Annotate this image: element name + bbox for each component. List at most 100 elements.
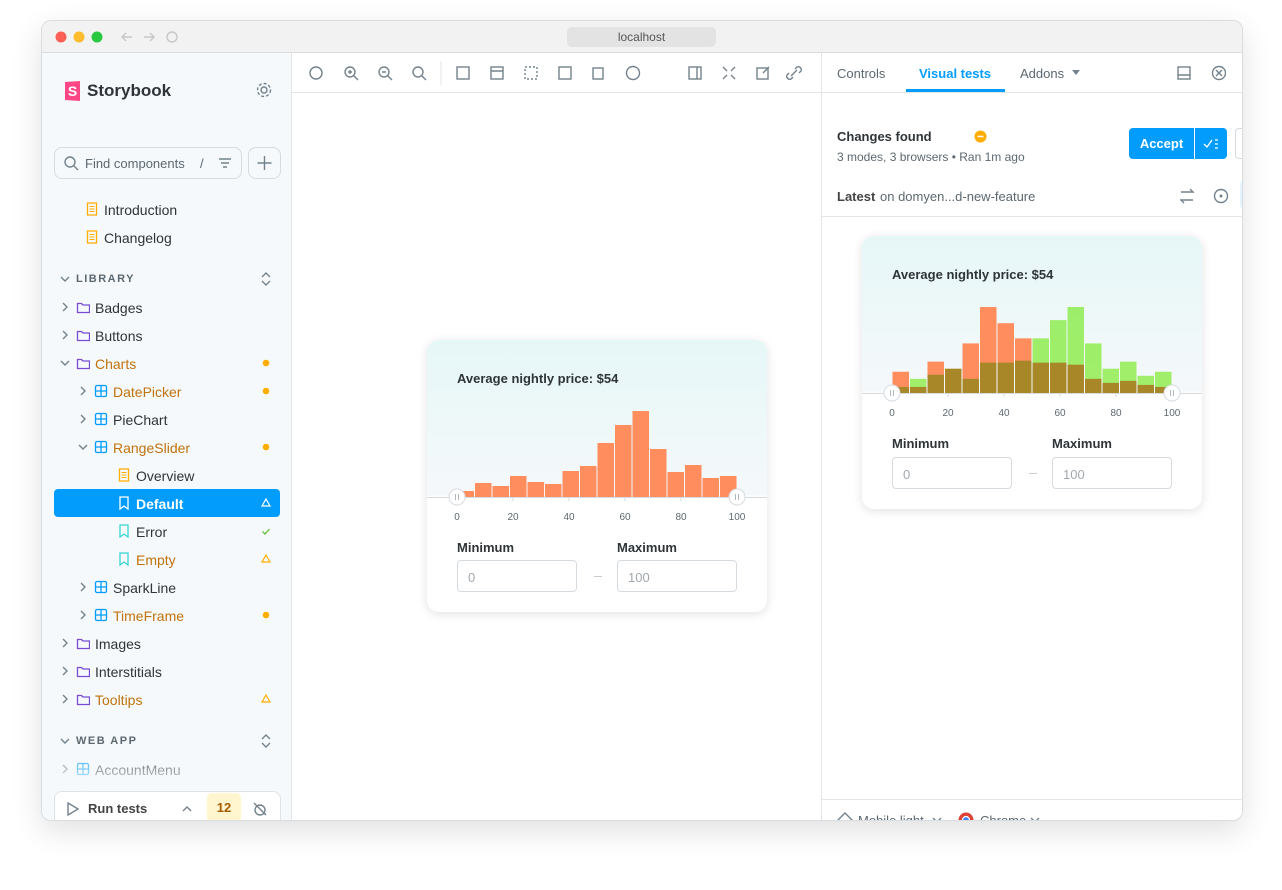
tree-item[interactable]: Tooltips xyxy=(54,685,280,713)
svg-text:S: S xyxy=(68,83,77,99)
bar xyxy=(910,378,927,393)
bar xyxy=(1032,338,1049,393)
min-input[interactable]: 0 xyxy=(457,560,577,592)
url-bar[interactable]: localhost xyxy=(567,27,716,47)
view-controls[interactable] xyxy=(1180,181,1230,211)
add-button[interactable] xyxy=(248,147,281,179)
status-badge xyxy=(974,130,987,143)
handle-grip xyxy=(735,494,739,500)
tree-item[interactable]: Badges xyxy=(54,293,280,321)
toolbar xyxy=(292,61,821,93)
expand-icon xyxy=(261,272,271,286)
bar xyxy=(980,362,997,393)
test-count[interactable]: 12 xyxy=(207,793,241,820)
collapse-icon[interactable] xyxy=(181,804,193,814)
panel-controls[interactable] xyxy=(1176,65,1226,81)
component-icon xyxy=(94,580,108,594)
item-label: Badges xyxy=(95,300,143,316)
folder-icon xyxy=(76,302,90,314)
toolbar-icons[interactable] xyxy=(309,61,802,85)
slider-handle[interactable] xyxy=(728,488,746,506)
tree-item[interactable]: Changelog xyxy=(54,223,280,251)
bar xyxy=(1120,361,1137,393)
tab[interactable]: Controls xyxy=(837,66,886,81)
chevron xyxy=(62,302,68,312)
range-dash xyxy=(1029,473,1037,474)
diff-toggle[interactable] xyxy=(1240,181,1242,209)
range-dash xyxy=(594,576,602,577)
tree-item[interactable]: TimeFrame xyxy=(54,601,280,629)
tree-item[interactable]: Images xyxy=(54,629,280,657)
mode-selector[interactable]: Mobile light xyxy=(858,813,924,821)
tree-item[interactable]: SparkLine xyxy=(54,573,280,601)
tree-item-selected[interactable]: Default xyxy=(54,489,280,517)
settings-button[interactable] xyxy=(255,81,273,99)
browser-selector[interactable]: Chrome xyxy=(980,813,1027,821)
slider-handle[interactable] xyxy=(448,488,466,506)
brand: Storybook xyxy=(87,81,172,100)
status-success xyxy=(262,528,270,535)
branch: on domyen...d-new-feature xyxy=(880,189,1036,204)
component-icon xyxy=(94,608,108,622)
section-header[interactable]: LIBRARY xyxy=(54,265,280,293)
status-warning xyxy=(260,497,272,507)
chevron xyxy=(62,694,68,704)
max-input[interactable]: 100 xyxy=(1052,457,1172,489)
tree-item[interactable]: Introduction xyxy=(54,195,280,223)
max-label: Maximum xyxy=(1052,436,1112,451)
tree-item[interactable]: PieChart xyxy=(54,405,280,433)
x-tick-label: 60 xyxy=(619,512,631,523)
tree-item[interactable]: Buttons xyxy=(54,321,280,349)
run-tests-button[interactable]: Run tests xyxy=(88,801,148,816)
tree-item[interactable]: Overview xyxy=(54,461,280,489)
slider-handle[interactable] xyxy=(883,384,901,402)
histogram: 0 20 40 60 80 100 xyxy=(427,411,767,523)
x-tick-label: 40 xyxy=(998,408,1010,419)
tab[interactable]: Addons xyxy=(1020,66,1065,81)
search-box[interactable]: Find components / xyxy=(54,147,242,179)
accept-menu[interactable] xyxy=(1195,128,1227,159)
tree-item[interactable]: Charts xyxy=(54,349,280,377)
min-input[interactable]: 0 xyxy=(892,457,1012,489)
item-label: Empty xyxy=(136,552,176,568)
card-title: Average nightly price: $54 xyxy=(892,267,1054,282)
tree-item[interactable]: DatePicker xyxy=(54,377,280,405)
slider-handle[interactable] xyxy=(1163,384,1181,402)
bar xyxy=(492,486,509,497)
item-label: Introduction xyxy=(104,202,178,218)
histogram: 0 20 40 60 80 100 xyxy=(862,307,1202,419)
x-tick-label: 40 xyxy=(563,512,575,523)
latest-label: Latest xyxy=(837,189,876,204)
tab-bar: Controls Visual tests Addons xyxy=(822,53,1242,93)
max-input[interactable]: 100 xyxy=(617,560,737,592)
tree-item[interactable]: Interstitials xyxy=(54,657,280,685)
filter-icon[interactable] xyxy=(218,156,232,170)
chevron xyxy=(60,360,70,366)
bar-series xyxy=(457,411,737,497)
sidebar: S Storybook Find components / Introducti… xyxy=(42,53,292,820)
bar xyxy=(1015,360,1032,393)
tree-item[interactable]: Empty xyxy=(54,545,280,573)
bar xyxy=(1050,320,1067,393)
divider xyxy=(822,216,1242,217)
tab-active[interactable]: Visual tests xyxy=(919,66,992,81)
chevron xyxy=(80,582,86,592)
doc-icon xyxy=(86,230,98,244)
rerun-button[interactable] xyxy=(1235,128,1242,159)
item-label: Error xyxy=(136,524,168,540)
x-tick-label: 20 xyxy=(942,408,954,419)
item-label: Buttons xyxy=(95,328,143,344)
tree-item[interactable]: RangeSlider xyxy=(54,433,280,461)
story-icon xyxy=(119,524,129,538)
story-icon xyxy=(119,552,129,566)
x-tick-label: 100 xyxy=(1164,408,1181,419)
bar xyxy=(997,362,1014,393)
bar xyxy=(457,491,474,497)
accept-button[interactable]: Accept xyxy=(1129,128,1194,159)
window-controls[interactable] xyxy=(42,21,192,52)
section-header[interactable]: WEB APP xyxy=(54,727,280,755)
bar xyxy=(615,425,632,497)
watch-icon[interactable] xyxy=(252,801,268,817)
tree-item[interactable]: Error xyxy=(54,517,280,545)
